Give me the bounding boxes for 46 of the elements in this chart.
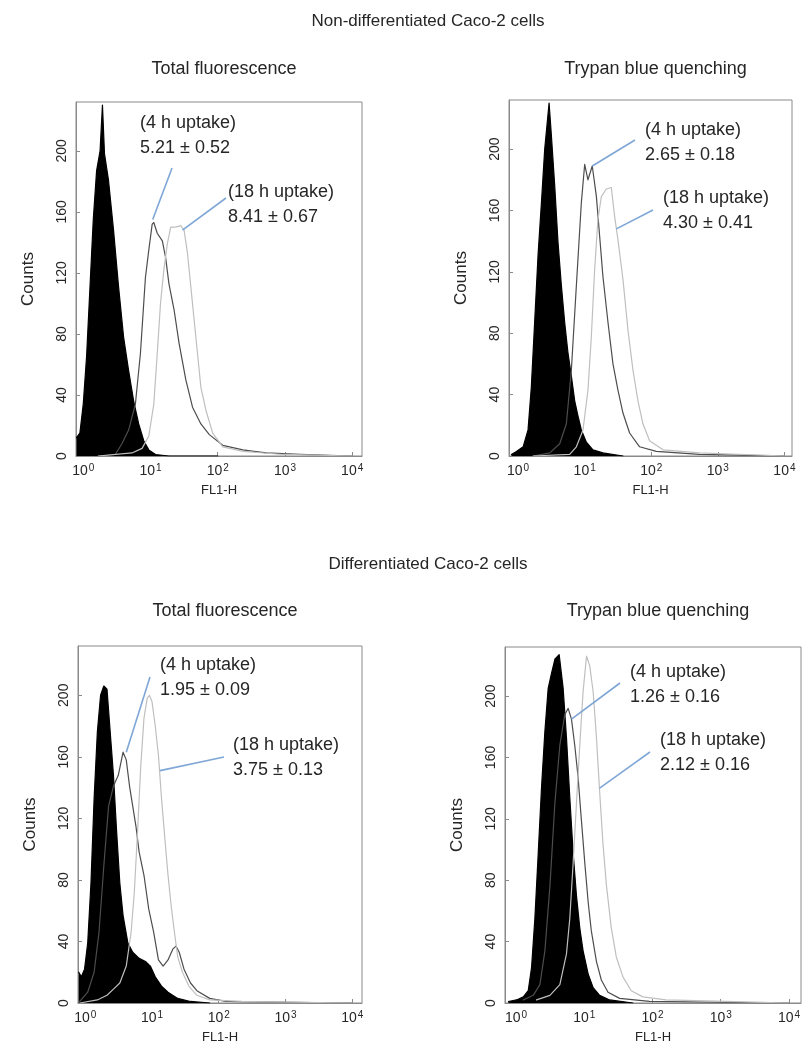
annotation: (18 h uptake) 2.12 ± 0.16: [660, 728, 767, 774]
y-tick-label: 200: [486, 137, 502, 161]
y-tick-label: 80: [53, 325, 69, 342]
annotation: (18 h uptake) 3.75 ± 0.13: [233, 733, 340, 779]
y-axis-title: Counts: [447, 798, 466, 852]
y-tick-label: 160: [486, 198, 502, 223]
y-tick-label: 80: [482, 872, 498, 889]
y-tick-label: 120: [486, 259, 502, 284]
chart-title: Total fluorescence: [152, 600, 298, 620]
x-axis-title: FL1-H: [634, 1029, 672, 1044]
y-tick-label: 40: [53, 386, 69, 403]
x-axis-title: FL1-H: [201, 1029, 239, 1044]
y-tick-label: 120: [53, 261, 69, 285]
annotation: (18 h uptake) 8.41 ± 0.67: [228, 180, 335, 226]
y-tick-label: 0: [55, 998, 71, 1007]
y-tick-label: 80: [55, 871, 71, 888]
x-axis-title: FL1-H: [632, 482, 669, 497]
y-tick-label: 0: [486, 451, 502, 460]
annotation: (4 h uptake) 2.65 ± 0.18: [645, 118, 742, 164]
annotation: (4 h uptake) 1.95 ± 0.09: [160, 653, 257, 699]
x-axis-title: FL1-H: [200, 482, 238, 497]
chart-title: Trypan blue quenching: [564, 58, 747, 78]
y-tick-label: 0: [53, 451, 69, 460]
y-tick-label: 160: [53, 199, 69, 224]
annotation: (18 h uptake) 4.30 ± 0.41: [663, 186, 770, 232]
y-axis-title: Counts: [20, 797, 39, 852]
y-axis-title: Counts: [451, 251, 470, 305]
y-tick-label: 0: [482, 998, 498, 1007]
y-tick-label: 160: [482, 745, 498, 770]
y-tick-label: 120: [482, 806, 498, 831]
y-tick-label: 200: [482, 684, 498, 708]
annotation: (4 h uptake) 1.26 ± 0.16: [630, 660, 727, 706]
y-tick-label: 160: [55, 744, 71, 769]
y-tick-label: 40: [486, 386, 502, 403]
y-tick-label: 200: [53, 138, 69, 163]
y-axis-title: Counts: [18, 252, 37, 306]
text: Differentiated Caco-2 cells: [328, 553, 528, 575]
y-tick-label: 40: [482, 933, 498, 950]
y-tick-label: 120: [55, 806, 71, 831]
y-tick-label: 200: [55, 683, 71, 707]
chart-title: Total fluorescence: [151, 58, 297, 78]
text: Non-differentiated Caco-2 cells: [311, 10, 545, 32]
y-tick-label: 40: [55, 933, 71, 950]
y-tick-label: 80: [486, 325, 502, 342]
chart-title: Trypan blue quenching: [566, 600, 750, 620]
annotation: (4 h uptake) 5.21 ± 0.52: [140, 111, 237, 157]
